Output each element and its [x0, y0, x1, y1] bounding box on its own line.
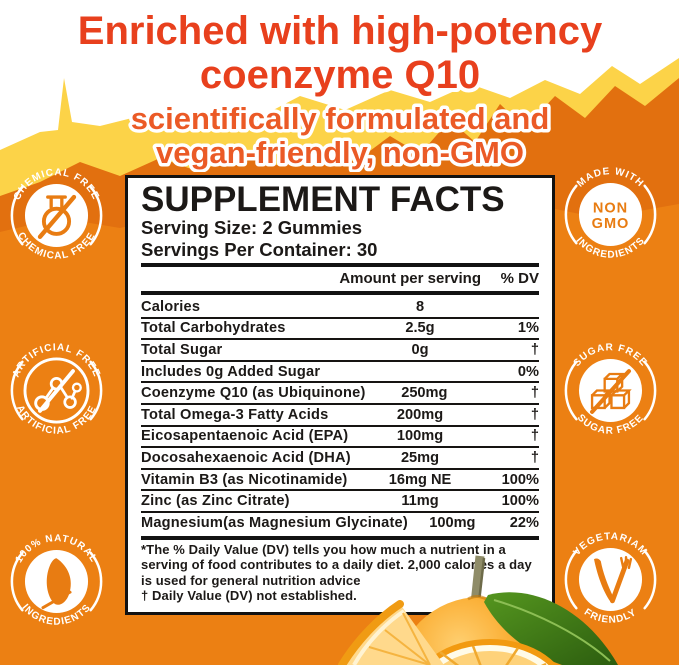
- badge-chemical-free: CHEMICAL FREE CHEMICAL FREE: [8, 167, 105, 264]
- nutrient-amount: 0g: [411, 341, 429, 358]
- table-row: Magnesium(as Magnesium Glycinate) 100mg 22…: [141, 513, 539, 533]
- table-row: Total Omega-3 Fatty Acids 200mg †: [141, 405, 539, 427]
- orange-wedge: [338, 600, 444, 665]
- nutrient-amount: 100mg: [396, 428, 444, 445]
- nutrient-dv: †: [530, 449, 539, 466]
- nutrient-name: Magnesium(as Magnesium Glycinate): [141, 514, 408, 531]
- nutrient-dv: 100%: [501, 471, 539, 488]
- nutrient-amount: 16mg NE: [388, 471, 452, 488]
- nutrient-name: Total Sugar: [141, 341, 223, 358]
- headline-line-1: Enriched with high-potency: [78, 9, 603, 53]
- crossed-flask-icon: [37, 194, 77, 240]
- divider: [141, 263, 539, 267]
- divider: [141, 535, 539, 540]
- nutrient-amount: 200mg: [396, 406, 444, 423]
- column-amount: Amount per serving: [339, 270, 481, 287]
- badge-natural-ingredients: 100% NATURAL INGREDIENTS: [8, 533, 105, 630]
- nutrient-dv: 22%: [509, 514, 539, 531]
- table-row: Zinc (as Zinc Citrate) 11mg 100%: [141, 491, 539, 513]
- nutrient-name: Total Carbohydrates: [141, 320, 286, 337]
- nutrient-dv: 100%: [501, 493, 539, 510]
- crossed-sugar-cubes-icon: [590, 369, 632, 414]
- table-row: Total Sugar 0g †: [141, 340, 539, 362]
- table-row: Includes 0g Added Sugar 0%: [141, 362, 539, 384]
- table-row: Total Carbohydrates 2.5g 1%: [141, 319, 539, 341]
- nutrient-name: Eicosapentaenoic Acid (EPA): [141, 428, 349, 445]
- svg-text:GMO: GMO: [592, 216, 630, 232]
- nutrient-dv: 0%: [517, 363, 539, 380]
- nutrient-name: Coenzyme Q10 (as Ubiquinone): [141, 385, 366, 402]
- nutrient-name: Includes 0g Added Sugar: [141, 363, 321, 380]
- nutrient-name: Docosahexaenoic Acid (DHA): [141, 449, 351, 466]
- nutrient-amount: 2.5g: [405, 320, 435, 337]
- badge-artificial-free: ARTIFICIAL FREE ARTIFICIAL FREE: [8, 342, 105, 439]
- headline-line-2: coenzyme Q10: [200, 53, 480, 97]
- svg-text:NON: NON: [593, 201, 628, 217]
- table-row: Vitamin B3 (as Nicotinamide) 16mg NE 100%: [141, 470, 539, 492]
- nutrient-name: Calories: [141, 298, 201, 315]
- nutrient-amount: 11mg: [401, 493, 439, 510]
- leaf-icon: [41, 558, 72, 610]
- dv-not-established-note: † Daily Value (DV) not established.: [141, 588, 357, 604]
- nutrient-amount: 8: [415, 298, 425, 315]
- supplement-facts-panel: SUPPLEMENT FACTS Serving Size: 2 Gummies…: [125, 175, 555, 615]
- nutrient-dv: †: [530, 428, 539, 445]
- nutrient-name: Total Omega-3 Fatty Acids: [141, 406, 329, 423]
- nutrient-dv: 1%: [517, 320, 539, 337]
- table-row: Docosahexaenoic Acid (DHA) 25mg †: [141, 448, 539, 470]
- column-dv: % DV: [500, 270, 539, 287]
- badge-non-gmo: NON GMO MADE WITH INGREDIENTS: [562, 166, 659, 263]
- nutrient-amount: 25mg: [400, 449, 440, 466]
- table-header: Amount per serving % DV: [141, 269, 539, 288]
- serving-size: Serving Size: 2 Gummies: [141, 217, 363, 238]
- nutrient-dv: †: [530, 385, 539, 402]
- table-row: Calories 8: [141, 297, 539, 319]
- green-leaf: [484, 592, 618, 665]
- nutrient-amount: 100mg: [429, 514, 476, 531]
- cutlery-v-icon: [594, 555, 633, 604]
- nutrient-amount: 250mg: [401, 385, 448, 402]
- badge-sugar-free: SUGAR FREE SUGAR FREE: [562, 342, 659, 439]
- crossed-molecule-icon: [34, 369, 82, 413]
- nutrient-table: Calories 8 Total Carbohydrates 2.5g 1% Tota…: [141, 297, 539, 533]
- badge-vegetarian-friendly: VEGETARIAM FRIENDLY: [562, 531, 659, 628]
- panel-title: SUPPLEMENT FACTS: [141, 180, 505, 219]
- headline-line-3: scientifically formulated and: [131, 101, 550, 136]
- orange-slice: [423, 639, 557, 665]
- dv-footnote: *The % Daily Value (DV) tells you how mu…: [141, 541, 532, 588]
- non-gmo-text: NON GMO: [592, 201, 630, 233]
- orange-fruit-photo: [338, 555, 618, 665]
- nutrient-name: Vitamin B3 (as Nicotinamide): [141, 471, 348, 488]
- table-row: Eicosapentaenoic Acid (EPA) 100mg †: [141, 427, 539, 449]
- servings-per-container: Servings Per Container: 30: [141, 239, 378, 260]
- headline-line-4: vegan-friendly, non-GMO: [156, 135, 524, 170]
- nutrient-dv: †: [530, 341, 539, 358]
- headline: Enriched with high-potency coenzyme Q10 …: [74, 5, 607, 172]
- table-row: Coenzyme Q10 (as Ubiquinone) 250mg †: [141, 383, 539, 405]
- nutrient-name: Zinc (as Zinc Citrate): [141, 493, 290, 510]
- divider: [141, 291, 539, 295]
- nutrient-dv: †: [530, 406, 539, 423]
